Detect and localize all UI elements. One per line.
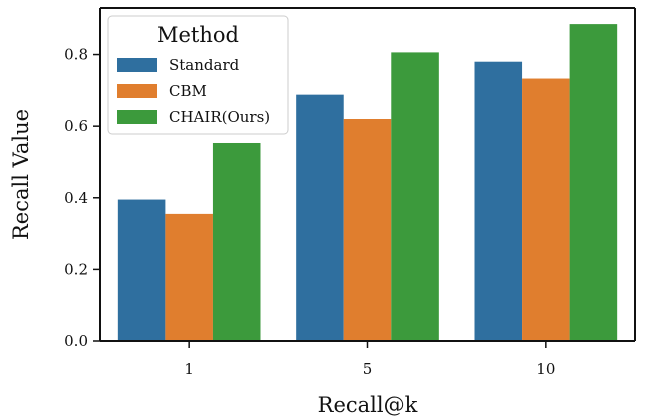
bar-chair-ours-k5 — [391, 52, 439, 342]
bars-layer — [117, 24, 618, 342]
bar-standard-k1 — [117, 199, 166, 341]
x-axis-ticks: 1 5 10 — [184, 341, 555, 378]
y-tick-label: 0.2 — [64, 260, 88, 278]
legend-box — [107, 15, 289, 135]
y-axis-title: Recall Value — [9, 109, 33, 240]
x-tick-label: 5 — [363, 360, 373, 378]
y-tick-label: 0.8 — [64, 46, 88, 64]
bar-standard-k10 — [474, 61, 523, 342]
y-tick-label: 0.4 — [64, 189, 88, 207]
x-axis-title: Recall@k — [318, 393, 418, 417]
bar-standard-k5 — [296, 94, 344, 342]
bar-cbm-k10 — [522, 78, 570, 341]
legend-label: Standard — [169, 56, 240, 74]
bar-chair-ours-k1 — [212, 142, 261, 341]
y-tick-label: 0.0 — [64, 332, 88, 350]
legend-swatch — [117, 110, 157, 124]
bar-cbm-k1 — [165, 213, 213, 341]
legend-swatch — [117, 84, 157, 98]
y-tick-label: 0.6 — [64, 117, 88, 135]
legend-title: Method — [157, 23, 239, 47]
y-axis-ticks: 0.0 0.2 0.4 0.6 0.8 — [64, 46, 100, 350]
x-tick-label: 1 — [184, 360, 194, 378]
legend: Method Standard CBM CHAIR(Ours) — [107, 15, 289, 135]
legend-label: CHAIR(Ours) — [169, 108, 270, 126]
legend-swatch — [117, 58, 157, 72]
bar-chair-ours-k10 — [569, 24, 618, 342]
bar-cbm-k5 — [343, 119, 392, 341]
x-tick-label: 10 — [536, 360, 555, 378]
legend-entries: Standard CBM CHAIR(Ours) — [117, 56, 270, 126]
legend-label: CBM — [169, 82, 207, 100]
